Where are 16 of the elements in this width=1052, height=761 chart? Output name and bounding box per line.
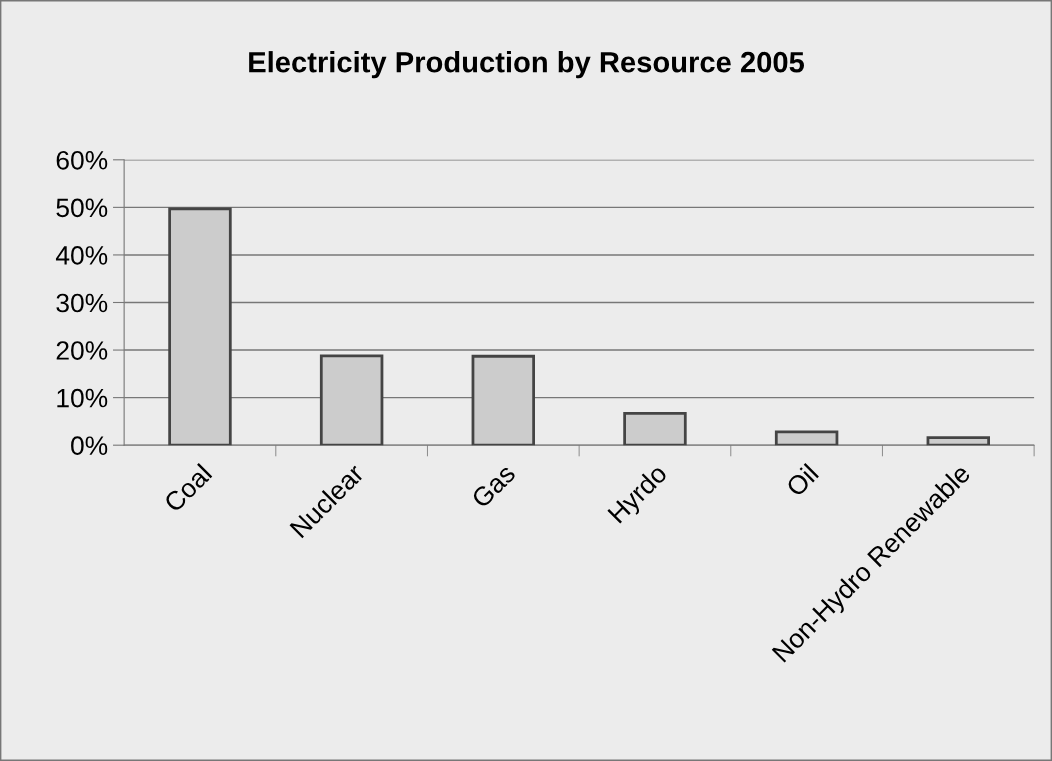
y-tick-label: 60% (56, 150, 108, 170)
y-tick-label: 20% (56, 341, 108, 360)
x-tick-label: Oil (784, 463, 820, 498)
y-tick-label: 30% (56, 293, 108, 313)
chart-title: Electricity Production by Resource 2005 (249, 51, 805, 79)
bar (926, 436, 991, 446)
x-tick-label: Gas (470, 463, 517, 509)
bar (774, 430, 839, 446)
y-tick-label: 0% (71, 436, 108, 456)
bar (623, 411, 687, 446)
y-tick-label: 10% (57, 388, 108, 408)
y-tick-label: 50% (56, 198, 108, 218)
bar (319, 354, 384, 446)
bar (168, 207, 232, 446)
y-tick-label: 40% (55, 246, 108, 265)
bar (471, 354, 536, 446)
